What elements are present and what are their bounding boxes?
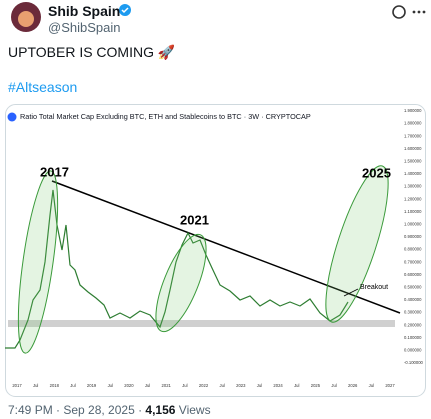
y-tick-label: 1.800000 bbox=[404, 121, 422, 126]
annotation: Breakout bbox=[360, 284, 388, 291]
breakout-arrow bbox=[343, 288, 359, 297]
logo bbox=[7, 112, 17, 122]
y-tick-label: 1.500000 bbox=[404, 159, 422, 164]
x-tick-label: Jul bbox=[70, 383, 75, 388]
y-tick-label: 1.400000 bbox=[404, 171, 422, 176]
x-tick-label: 2022 bbox=[199, 383, 209, 388]
y-tick-label: 1.200000 bbox=[404, 196, 422, 201]
annotation: 2025 bbox=[362, 165, 391, 180]
x-tick-label: Jul bbox=[219, 383, 224, 388]
y-tick-label: -0.100000 bbox=[404, 360, 424, 365]
price-series bbox=[5, 189, 349, 349]
x-tick-label: 2027 bbox=[385, 383, 395, 388]
views-count: 4,156 bbox=[145, 403, 176, 417]
y-tick-label: 0.300000 bbox=[404, 310, 422, 315]
chart-title: Ratio Total Market Cap Excluding BTC, ET… bbox=[20, 112, 311, 121]
x-tick-label: 2025 bbox=[311, 383, 321, 388]
x-tick-label: Jul bbox=[33, 383, 38, 388]
x-tick-label: 2017 bbox=[12, 383, 22, 388]
y-tick-label: 0.900000 bbox=[404, 234, 422, 239]
handle[interactable]: @ShibSpain bbox=[48, 20, 121, 35]
y-tick-label: 1.900000 bbox=[404, 108, 422, 113]
time: 7:49 PM · Sep 28, 2025 · bbox=[8, 403, 146, 417]
trend-line bbox=[51, 180, 401, 314]
x-tick-label: Jul bbox=[182, 383, 187, 388]
timestamp[interactable]: 7:49 PM · Sep 28, 2025 · 4,156 Views bbox=[8, 403, 211, 417]
x-tick-label: Jul bbox=[145, 383, 150, 388]
y-tick-label: 1.300000 bbox=[404, 184, 422, 189]
grok-icon[interactable] bbox=[392, 5, 406, 19]
y-tick-label: 1.600000 bbox=[404, 146, 422, 151]
x-tick-label: 2023 bbox=[236, 383, 246, 388]
x-tick-label: Jul bbox=[331, 383, 336, 388]
y-tick-label: 0.000000 bbox=[404, 348, 422, 353]
y-tick-label: 1.000000 bbox=[404, 222, 422, 227]
annotation: 2017 bbox=[40, 164, 69, 179]
cycle-highlights bbox=[17, 165, 389, 354]
y-tick-label: 0.600000 bbox=[404, 272, 422, 277]
x-tick-label: 2024 bbox=[273, 383, 283, 388]
display-name[interactable]: Shib Spain bbox=[48, 3, 121, 19]
y-tick-label: 0.100000 bbox=[404, 335, 422, 340]
more-icon[interactable] bbox=[412, 10, 426, 14]
verified-check bbox=[121, 7, 129, 14]
header bbox=[11, 2, 426, 32]
x-tick-label: Jul bbox=[294, 383, 299, 388]
x-tick-label: Jul bbox=[369, 383, 374, 388]
x-tick-label: Jul bbox=[108, 383, 113, 388]
hashtag[interactable]: #Altseason bbox=[8, 79, 78, 95]
x-tick-label: 2021 bbox=[162, 383, 172, 388]
y-tick-label: 0.200000 bbox=[404, 322, 422, 327]
x-tick-label: 2018 bbox=[50, 383, 60, 388]
views-label: Views bbox=[178, 403, 211, 417]
y-tick-label: 1.100000 bbox=[404, 209, 422, 214]
avatar-face bbox=[18, 11, 34, 27]
post-image[interactable]: Ratio Total Market Cap Excluding BTC, ET… bbox=[0, 0, 431, 400]
annotation: 2021 bbox=[180, 212, 209, 227]
y-tick-label: 0.700000 bbox=[404, 259, 422, 264]
x-tick-label: Jul bbox=[257, 383, 262, 388]
y-tick-label: 1.700000 bbox=[404, 133, 422, 138]
x-tick-label: 2019 bbox=[87, 383, 97, 388]
x-tick-label: 2020 bbox=[124, 383, 134, 388]
support-band bbox=[8, 320, 395, 327]
y-tick-label: 0.800000 bbox=[404, 247, 422, 252]
post-text: UPTOBER IS COMING 🚀 bbox=[8, 44, 176, 60]
x-tick-label: 2026 bbox=[348, 383, 358, 388]
y-tick-label: 0.500000 bbox=[404, 285, 422, 290]
y-tick-label: 0.400000 bbox=[404, 297, 422, 302]
